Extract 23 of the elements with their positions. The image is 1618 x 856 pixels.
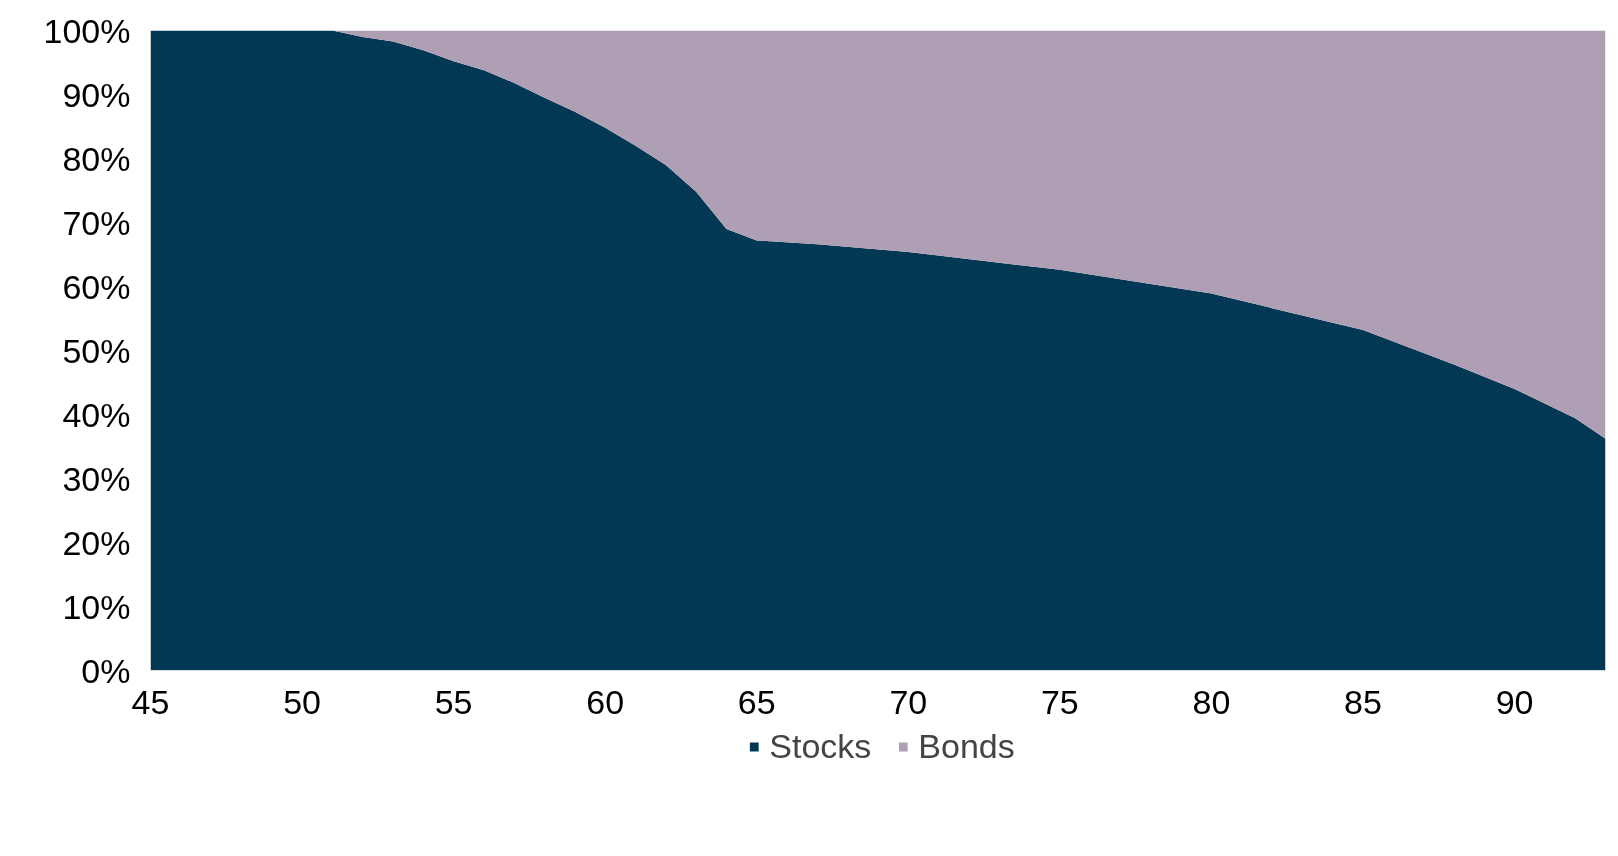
- legend-label: Bonds: [918, 726, 1015, 766]
- y-tick-label: 100%: [43, 11, 131, 50]
- x-tick-label: 75: [1040, 682, 1079, 721]
- x-tick-label: 80: [1192, 682, 1231, 721]
- x-tick-label: 45: [131, 682, 170, 721]
- x-tick-label: 50: [283, 682, 321, 721]
- y-tick-label: 20%: [62, 523, 131, 562]
- y-tick-label: 80%: [62, 139, 131, 178]
- x-tick-label: 85: [1344, 682, 1382, 721]
- x-tick-label: 65: [737, 682, 776, 721]
- y-tick-label: 10%: [62, 587, 131, 626]
- y-tick-label: 40%: [62, 395, 131, 434]
- y-tick-label: 0%: [81, 651, 131, 690]
- y-tick-label: 90%: [62, 75, 131, 114]
- x-tick-label: 60: [586, 682, 625, 721]
- y-tick-label: 60%: [62, 267, 131, 306]
- y-tick-label: 30%: [62, 459, 131, 498]
- legend-label: Stocks: [769, 726, 872, 766]
- y-tick-label: 70%: [62, 203, 131, 242]
- x-tick-label: 55: [434, 682, 473, 721]
- y-tick-label: 50%: [62, 331, 131, 370]
- x-tick-label: 90: [1495, 682, 1534, 721]
- x-tick-label: 70: [889, 682, 928, 721]
